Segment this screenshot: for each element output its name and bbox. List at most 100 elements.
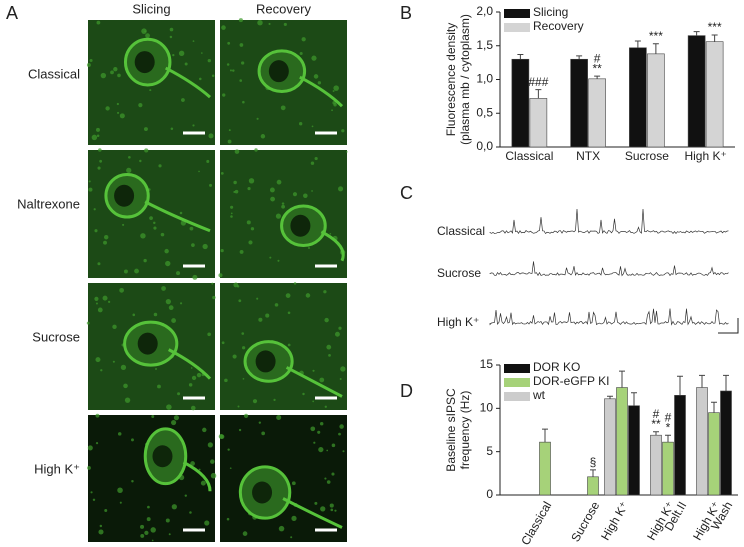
significance: ** bbox=[592, 61, 602, 75]
speck bbox=[164, 248, 169, 254]
micrograph bbox=[86, 20, 215, 145]
speck bbox=[117, 73, 121, 78]
bar bbox=[604, 398, 616, 496]
speck bbox=[191, 375, 197, 381]
speck bbox=[168, 533, 171, 536]
speck bbox=[246, 220, 251, 225]
nucleus bbox=[134, 51, 155, 74]
speck bbox=[165, 260, 171, 267]
speck bbox=[218, 273, 223, 278]
speck bbox=[326, 480, 331, 484]
speck bbox=[177, 392, 181, 396]
speck bbox=[200, 52, 203, 54]
column-header: Slicing bbox=[132, 1, 170, 16]
speck bbox=[192, 124, 195, 127]
speck bbox=[291, 515, 297, 521]
speck bbox=[192, 40, 195, 42]
speck bbox=[184, 494, 187, 497]
speck bbox=[338, 326, 342, 330]
speck bbox=[88, 180, 91, 183]
error-bar bbox=[711, 34, 718, 42]
speck bbox=[226, 517, 230, 521]
micrograph bbox=[218, 148, 348, 278]
error-bar bbox=[723, 374, 729, 391]
error-bar bbox=[665, 434, 671, 443]
speck bbox=[169, 35, 173, 39]
speck bbox=[116, 102, 119, 106]
scale-bar bbox=[718, 318, 739, 334]
speck bbox=[190, 461, 195, 466]
significance: *** bbox=[708, 20, 722, 34]
process bbox=[320, 230, 345, 262]
speck bbox=[131, 438, 134, 442]
speck bbox=[98, 529, 104, 535]
speck bbox=[317, 81, 322, 85]
speck bbox=[149, 89, 152, 92]
speck bbox=[269, 187, 275, 193]
panel-label: B bbox=[400, 3, 412, 23]
significance: § bbox=[590, 455, 597, 469]
speck bbox=[184, 62, 188, 66]
error-bar bbox=[594, 75, 601, 79]
y-tick-label: 5 bbox=[486, 444, 493, 458]
speck bbox=[151, 414, 155, 418]
speck bbox=[209, 183, 213, 187]
speck bbox=[311, 55, 317, 61]
speck bbox=[261, 431, 266, 436]
speck bbox=[103, 235, 109, 240]
nucleus bbox=[137, 332, 158, 355]
speck bbox=[95, 302, 98, 305]
speck bbox=[95, 127, 100, 132]
speck bbox=[132, 313, 136, 317]
speck bbox=[202, 243, 208, 250]
speck bbox=[168, 305, 174, 311]
speck bbox=[269, 256, 272, 259]
speck bbox=[211, 74, 215, 77]
speck bbox=[210, 459, 215, 464]
bar bbox=[705, 41, 724, 148]
speck bbox=[331, 109, 333, 112]
significance: ** bbox=[651, 417, 661, 431]
speck bbox=[230, 205, 234, 209]
speck bbox=[207, 442, 213, 448]
speck bbox=[165, 298, 171, 305]
x-tick-label: NTX bbox=[576, 149, 600, 163]
x-tick-label: Classical bbox=[505, 149, 553, 163]
trace bbox=[489, 308, 729, 326]
speck bbox=[252, 399, 258, 404]
legend-swatch bbox=[504, 23, 530, 32]
significance: # bbox=[594, 51, 601, 65]
speck bbox=[153, 226, 157, 230]
speck bbox=[237, 405, 240, 408]
speck bbox=[233, 180, 237, 185]
micrograph bbox=[88, 148, 215, 280]
micrograph-bg bbox=[88, 150, 215, 278]
speck bbox=[120, 364, 127, 370]
speck bbox=[144, 530, 149, 536]
speck bbox=[254, 148, 258, 152]
legend-label: wt bbox=[532, 388, 546, 402]
process bbox=[182, 460, 212, 492]
speck bbox=[313, 441, 316, 444]
speck bbox=[292, 192, 298, 197]
speck bbox=[172, 53, 175, 57]
speck bbox=[207, 58, 211, 63]
nucleus bbox=[268, 60, 289, 83]
speck bbox=[220, 171, 224, 175]
y-tick-label: 15 bbox=[480, 357, 494, 371]
x-tick-label: High K⁺ bbox=[598, 499, 631, 543]
speck bbox=[126, 167, 132, 174]
speck bbox=[338, 432, 341, 436]
speck bbox=[157, 384, 161, 389]
speck bbox=[140, 233, 146, 239]
speck bbox=[229, 69, 232, 72]
speck bbox=[119, 287, 124, 293]
speck bbox=[227, 139, 232, 144]
speck bbox=[124, 397, 131, 403]
speck bbox=[229, 467, 232, 469]
speck bbox=[258, 421, 262, 424]
panel-label: C bbox=[400, 183, 413, 203]
x-tick-label: Sucrose bbox=[568, 499, 602, 544]
x-tick-label: Sucrose bbox=[625, 149, 669, 163]
speck bbox=[206, 159, 210, 163]
